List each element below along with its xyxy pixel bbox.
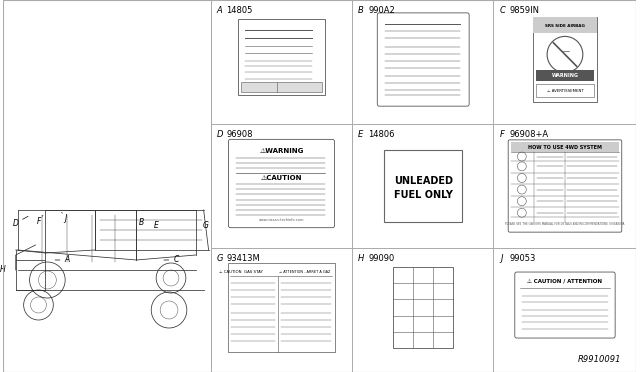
Text: 99090: 99090 bbox=[368, 254, 394, 263]
Text: E: E bbox=[358, 130, 364, 139]
Text: HOW TO USE 4WD SYSTEM: HOW TO USE 4WD SYSTEM bbox=[528, 145, 602, 150]
Text: A: A bbox=[216, 6, 222, 15]
Text: 990A2: 990A2 bbox=[368, 6, 395, 15]
Text: 14805: 14805 bbox=[227, 6, 253, 15]
Text: ⚠ CAUTION / ATTENTION: ⚠ CAUTION / ATTENTION bbox=[527, 279, 602, 284]
Text: A: A bbox=[65, 256, 70, 264]
Bar bbox=[384, 150, 462, 222]
FancyBboxPatch shape bbox=[378, 13, 469, 106]
FancyBboxPatch shape bbox=[515, 272, 615, 338]
Bar bbox=[511, 142, 619, 152]
Text: ⚠ CAUTION  GAS STAY: ⚠ CAUTION GAS STAY bbox=[219, 270, 263, 274]
Text: H: H bbox=[358, 254, 365, 263]
Text: C: C bbox=[500, 6, 506, 15]
Text: ⚠WARNING: ⚠WARNING bbox=[259, 148, 303, 154]
Text: F: F bbox=[37, 217, 42, 225]
Text: UNLEADED: UNLEADED bbox=[394, 176, 452, 186]
Text: ⚠ ATTENTION - ARRET A GAZ: ⚠ ATTENTION - ARRET A GAZ bbox=[279, 270, 330, 274]
Bar bbox=[3, 0, 211, 372]
Text: 14806: 14806 bbox=[368, 130, 395, 139]
Text: C: C bbox=[173, 256, 179, 264]
Bar bbox=[533, 17, 597, 102]
Text: D: D bbox=[13, 218, 19, 228]
Bar bbox=[228, 263, 335, 352]
Text: D: D bbox=[216, 130, 223, 139]
Text: G: G bbox=[203, 221, 209, 230]
Text: SRS SIDE AIRBAG: SRS SIDE AIRBAG bbox=[545, 24, 585, 28]
Bar bbox=[536, 84, 595, 97]
Text: 96908: 96908 bbox=[227, 130, 253, 139]
Text: G: G bbox=[216, 254, 223, 263]
Text: E: E bbox=[154, 221, 159, 230]
Text: FUEL ONLY: FUEL ONLY bbox=[394, 190, 452, 201]
Text: ⚠ AVERTISSEMENT: ⚠ AVERTISSEMENT bbox=[547, 89, 583, 93]
Text: J: J bbox=[64, 214, 67, 222]
FancyBboxPatch shape bbox=[508, 140, 621, 232]
Text: ⚠CAUTION: ⚠CAUTION bbox=[260, 176, 302, 182]
Bar bbox=[237, 19, 325, 96]
Bar bbox=[394, 267, 453, 348]
Text: 99053: 99053 bbox=[510, 254, 536, 263]
Bar bbox=[536, 70, 595, 81]
Text: www.nissan-techinfo.com: www.nissan-techinfo.com bbox=[259, 218, 304, 222]
Bar bbox=[533, 17, 597, 32]
Text: 93413M: 93413M bbox=[227, 254, 260, 263]
Text: WARNING: WARNING bbox=[552, 73, 579, 78]
Text: PLEASE SEE THE OWNERS MANUAL FOR DETAILS AND RECOMMENDATIONS  NISSAN NA: PLEASE SEE THE OWNERS MANUAL FOR DETAILS… bbox=[506, 222, 625, 227]
Text: 9859IN: 9859IN bbox=[510, 6, 540, 15]
Bar bbox=[241, 83, 322, 92]
Text: J: J bbox=[500, 254, 502, 263]
Text: H: H bbox=[0, 266, 6, 275]
Text: 96908+A: 96908+A bbox=[510, 130, 549, 139]
Text: F: F bbox=[500, 130, 505, 139]
FancyBboxPatch shape bbox=[228, 140, 335, 228]
Text: B: B bbox=[358, 6, 364, 15]
Text: B: B bbox=[139, 218, 144, 227]
Text: R9910091: R9910091 bbox=[577, 355, 621, 364]
